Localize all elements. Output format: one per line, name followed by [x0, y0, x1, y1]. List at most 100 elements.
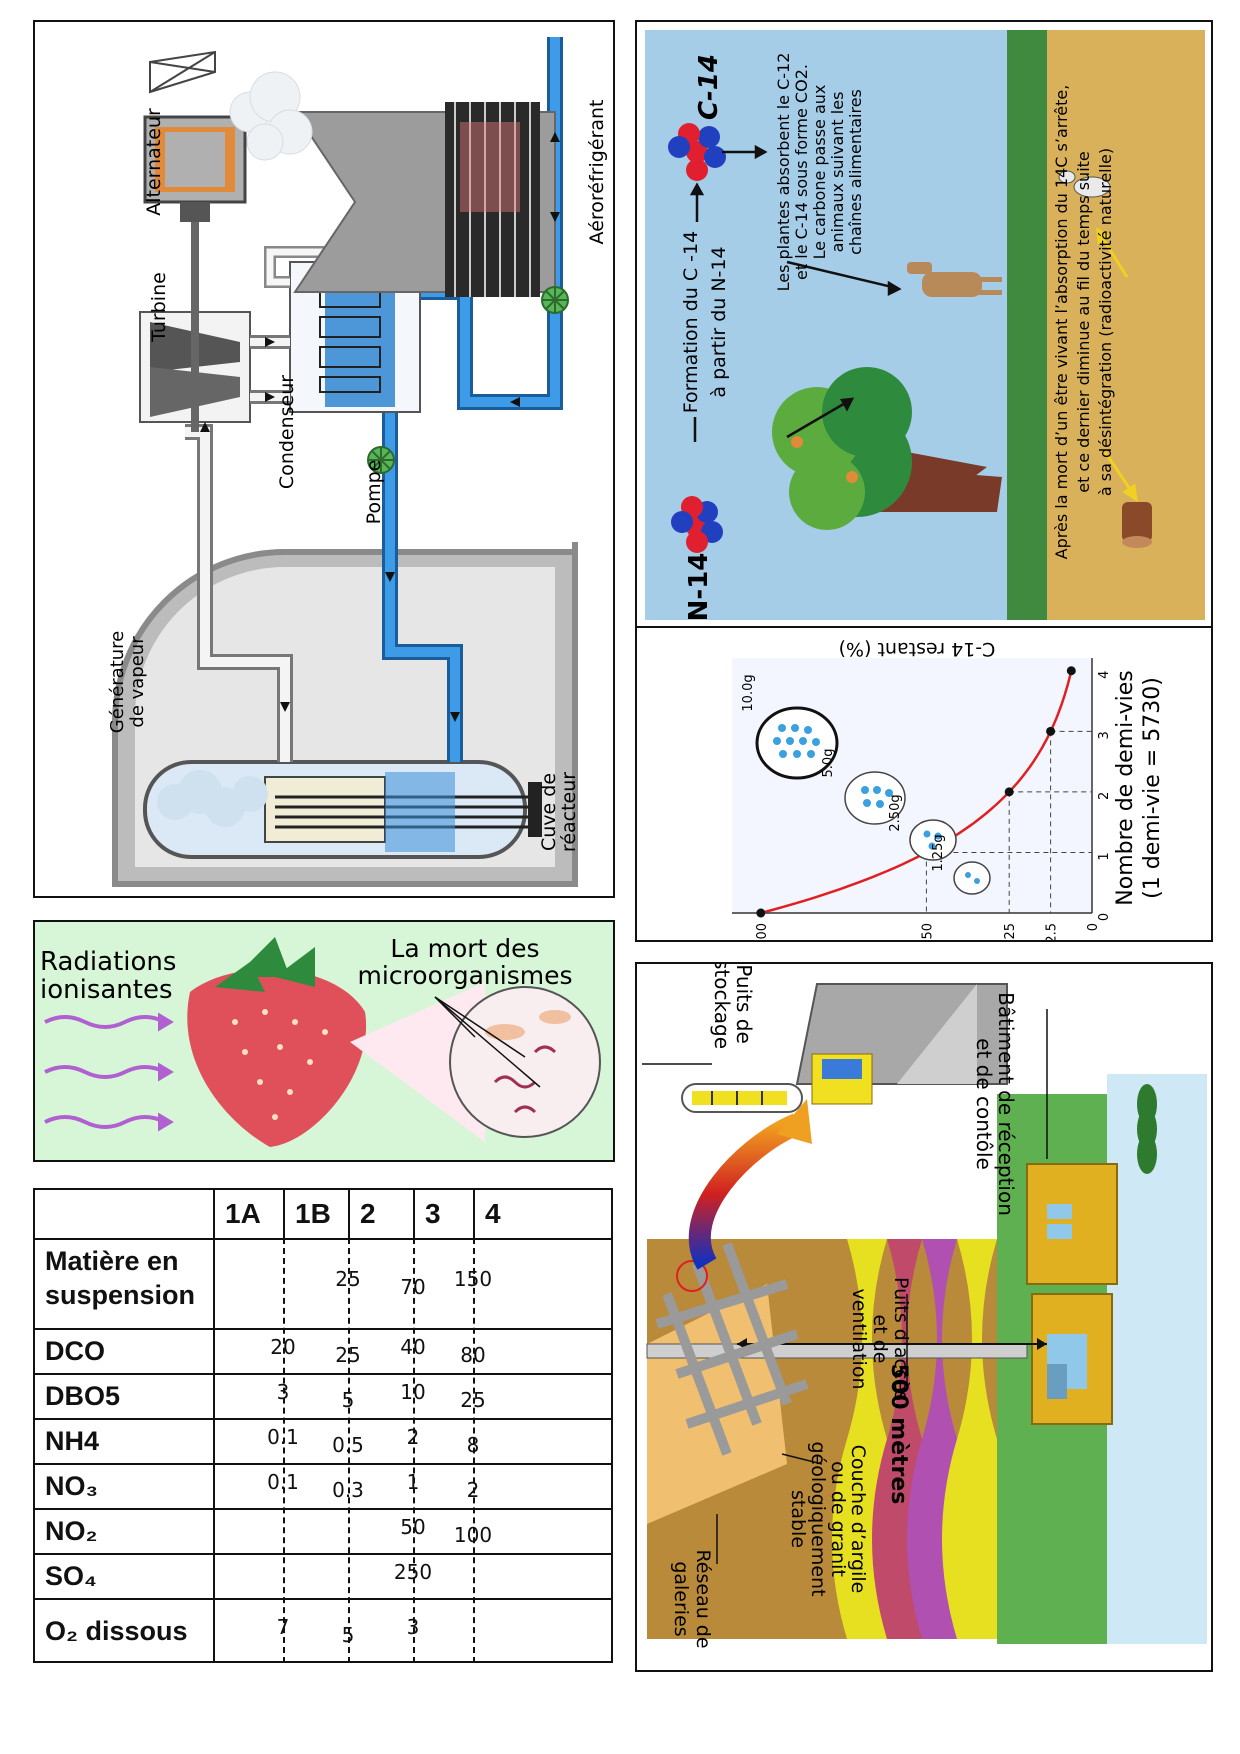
- formation-line2: à partir du N-14: [708, 246, 730, 397]
- table-cell-value: 25: [460, 1387, 486, 1412]
- sample-1.25g: [953, 861, 991, 895]
- carbon-cycle-diagram: N-14 C-14 Formation du C -14 à partir du…: [645, 30, 1205, 622]
- row-label: DCO: [45, 1335, 105, 1366]
- turbine-label: Turbine: [148, 272, 170, 343]
- column-divider: [473, 1188, 475, 1238]
- puits-stockage-line1: Puits de: [732, 964, 756, 1044]
- puits-acces-line3: ventilation: [848, 1288, 870, 1389]
- x-tick-label: 2: [1097, 792, 1112, 800]
- mass-10g: 10.0g: [741, 674, 756, 711]
- puits-acces-line2: et de: [869, 1315, 891, 1364]
- label-column-divider: [213, 1188, 215, 1663]
- row-divider: [33, 1328, 613, 1330]
- batiment-line2: et de contôle: [972, 1038, 996, 1170]
- c14-atom-icon: [668, 123, 726, 181]
- radiations-line1: Radiations: [40, 947, 176, 977]
- formation-line1: Formation du C -14: [680, 231, 702, 413]
- n14-label: N-14: [684, 553, 714, 622]
- cuve-label-2: réacteur: [558, 772, 580, 852]
- row-label: DBO5: [45, 1380, 121, 1411]
- radiation-waves: [44, 1012, 174, 1132]
- table-cell-value: 0.3: [332, 1477, 364, 1502]
- table-cell-value: 80: [460, 1342, 486, 1367]
- table-cell-value: 150: [453, 1267, 493, 1291]
- table-cell-value: 250: [393, 1559, 433, 1584]
- pump-icon: [367, 446, 395, 474]
- row-divider: [33, 1508, 613, 1510]
- storage-diagram: Puits de stockage Bâtiment de réception …: [642, 964, 1207, 1649]
- mass-2.5g: 2.50g: [888, 794, 903, 831]
- row-label: NO₂: [45, 1515, 98, 1546]
- couche-line2: ou de granit: [827, 1461, 849, 1577]
- carbon-cycle-panel: N-14 C-14 Formation du C -14 à partir du…: [635, 20, 1213, 628]
- table-cell-value: 70: [400, 1275, 426, 1299]
- row-divider: [33, 1373, 613, 1375]
- mass-5g: 5.0g: [821, 749, 836, 778]
- sample-5g: [844, 771, 906, 825]
- row-divider: [33, 1238, 613, 1240]
- aerorefrigerant-label: Aéroréfrigérant: [586, 100, 608, 245]
- table-cell-value: 8: [466, 1432, 480, 1457]
- row-divider: [33, 1598, 613, 1600]
- plants-line4: animaux suivant les: [828, 92, 847, 253]
- mass-1.25g: 1.25g: [931, 834, 946, 871]
- row-divider: [33, 1553, 613, 1555]
- plants-line1: Les plantes absorbent le C-12: [774, 53, 793, 292]
- death-line3: à sa désintégration (radioactivité natur…: [1096, 148, 1115, 496]
- condenseur-label: Condenseur: [276, 375, 298, 489]
- column-header: 1B: [295, 1198, 331, 1229]
- alternateur-label: Alternateur: [143, 108, 165, 216]
- column-tick-line: [283, 1238, 285, 1663]
- puits-acces-line1: Puits d’accès: [890, 1277, 912, 1401]
- fossil-icon: [1058, 170, 1111, 198]
- trees: [1137, 1084, 1157, 1174]
- cuve-label-1: Cuve de: [538, 773, 560, 851]
- microorganism-zoom: [449, 986, 601, 1138]
- row-label: NO₃: [45, 1470, 98, 1501]
- couche-line4: stable: [787, 1490, 809, 1548]
- row-label: SO₄: [45, 1560, 97, 1591]
- strawberry-panel: Radiations ionisantes La mort des microo…: [33, 920, 615, 1162]
- plants-line3: Le carbone passe aux: [810, 85, 829, 260]
- horse: [907, 262, 1002, 297]
- table-cell-value: 25: [335, 1342, 361, 1367]
- gallery-network: [655, 1242, 809, 1456]
- table-cell-value: 50: [400, 1514, 426, 1539]
- water-quality-table: 1A 1B 2 3 4 Matière en suspension 25 70 150 DCO 20 2…: [33, 1188, 613, 1663]
- generateur-label-2: de vapeur: [127, 636, 148, 728]
- decay-chart-panel: 0 1 2 3 4 100 50 25 12.5 0 10.0g 5.0g 2.50g 1.25…: [635, 626, 1213, 942]
- column-tick-line: [413, 1238, 415, 1663]
- column-header: 3: [425, 1198, 441, 1229]
- sample-10g: [755, 706, 839, 780]
- table-cell-value: 20: [270, 1334, 296, 1359]
- table-cell-value: 5: [341, 1387, 355, 1412]
- column-tick-line: [473, 1238, 475, 1663]
- row-divider: [33, 1463, 613, 1465]
- death-line1: Après la mort d’un être vivant l’absorpt…: [1052, 85, 1071, 560]
- depth-label: 500 mètres: [886, 1364, 911, 1505]
- x-tick-label: 4: [1097, 671, 1112, 679]
- reactor-diagram: Alternateur Turbine Condenseur Pompe Aér…: [107, 37, 608, 887]
- decay-chart: 0 1 2 3 4 100 50 25 12.5 0 10.0g 5.0g 2.50g 1.25…: [732, 638, 1165, 940]
- decay-xlabel-2: (1 demi-vie = 5730): [1140, 677, 1165, 899]
- column-header: 2: [360, 1198, 376, 1229]
- table-cell-value: 3: [406, 1614, 420, 1639]
- x-tick-label: 1: [1097, 852, 1112, 860]
- x-tick-label: 3: [1097, 731, 1112, 739]
- row-label: O₂ dissous: [45, 1615, 188, 1646]
- row-label: suspension: [45, 1280, 196, 1310]
- radiations-line2: ionisantes: [40, 975, 173, 1005]
- table-cell-value: 3: [276, 1379, 290, 1404]
- column-header: 1A: [225, 1198, 261, 1229]
- strawberry-diagram: Radiations ionisantes La mort des microo…: [40, 934, 601, 1147]
- x-tick-label: 0: [1097, 913, 1112, 921]
- y-tick-label: 0: [1086, 923, 1101, 931]
- reactor-panel: Alternateur Turbine Condenseur Pompe Aér…: [33, 20, 615, 898]
- table-cell-value: 7: [276, 1614, 290, 1639]
- column-header: 4: [485, 1198, 501, 1229]
- table-cell-value: 0.1: [267, 1469, 299, 1494]
- table-cell-value: 100: [453, 1522, 493, 1547]
- sample-2.5g: [909, 819, 957, 861]
- y-tick-label: 25: [1003, 923, 1018, 940]
- generateur-label-1: Générature: [107, 631, 128, 733]
